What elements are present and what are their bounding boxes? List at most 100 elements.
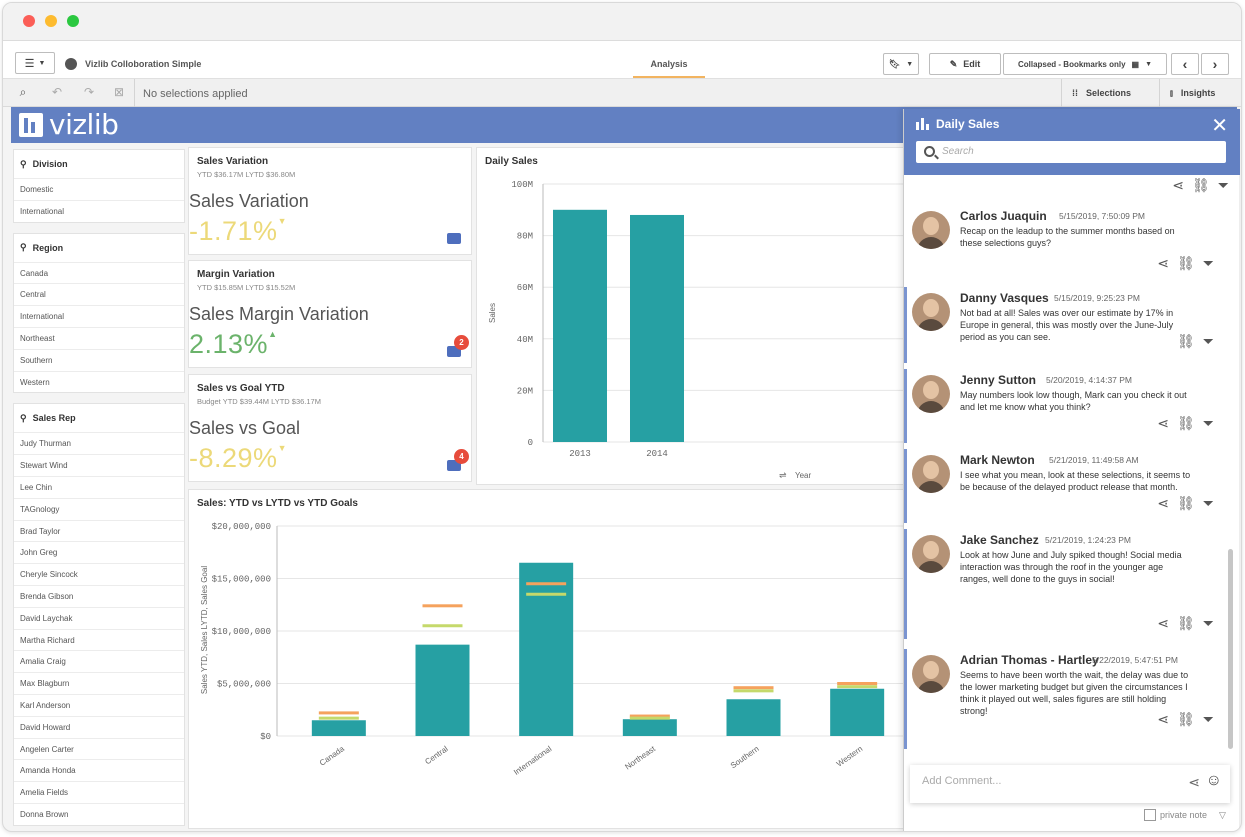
vizlib-logo-mark: [19, 113, 43, 137]
list-item[interactable]: Cheryle Sincock: [14, 563, 184, 585]
share-icon[interactable]: ⋖: [1157, 495, 1170, 511]
list-item[interactable]: TAGnology: [14, 497, 184, 520]
y-tick-label: 0: [528, 438, 533, 448]
list-item[interactable]: Domestic: [14, 178, 184, 200]
link-icon[interactable]: ⛓: [1177, 495, 1195, 511]
share-icon[interactable]: ⋖: [1157, 255, 1170, 271]
private-note-toggle[interactable]: private note ▽: [1144, 809, 1226, 821]
bar-sales-ytd: [415, 644, 470, 736]
bar-sales-ytd: [311, 720, 366, 736]
share-icon[interactable]: ⋖: [1157, 711, 1170, 727]
comment-text: May numbers look low though, Mark can yo…: [960, 390, 1187, 412]
list-item[interactable]: Donna Brown: [14, 802, 184, 825]
smart-search-icon[interactable]: ⌕: [19, 85, 27, 99]
filter-icon[interactable]: ▽: [1219, 809, 1226, 820]
marker-sales-goal: [526, 592, 567, 596]
list-item[interactable]: Judy Thurman: [14, 432, 184, 454]
top-toolbar: ☰ ▼ Vizlib Colloboration Simple Analysis…: [3, 41, 1241, 79]
list-item[interactable]: Max Blagburn: [14, 672, 184, 694]
comment-icon[interactable]: [447, 233, 461, 244]
comment-icon[interactable]: [447, 346, 461, 357]
link-icon[interactable]: ⛓: [1177, 615, 1195, 631]
insights-button[interactable]: ⫾ Insights: [1159, 79, 1241, 107]
list-item[interactable]: David Laychak: [14, 606, 184, 629]
ytd-sales-panel[interactable]: Sales: YTD vs LYTD vs YTD Goals $0 $5,000…: [188, 489, 936, 829]
add-comment-field[interactable]: Add Comment... ⋖ ☺: [910, 765, 1230, 803]
comment-item[interactable]: Adrian Thomas - Hartley 5/22/2019, 5:47:5…: [904, 649, 1224, 749]
close-icon[interactable]: ✕: [1211, 115, 1228, 137]
step-forward-icon[interactable]: ↷: [83, 85, 95, 99]
maximize-window-button[interactable]: [67, 15, 79, 27]
selections-label: Selections: [1086, 88, 1132, 98]
list-item[interactable]: International: [14, 199, 184, 222]
comment-item[interactable]: Jake Sanchez 5/21/2019, 1:24:23 PM Look at…: [904, 529, 1224, 639]
list-item[interactable]: Northeast: [14, 326, 184, 349]
sales-rep-filter[interactable]: ⚲ Sales Rep Judy Thurman Stewart Wind Lee C…: [13, 403, 185, 826]
comment-item[interactable]: Danny Vasques 5/15/2019, 9:25:23 PM Not ba…: [904, 287, 1224, 363]
list-item[interactable]: Central: [14, 283, 184, 305]
clear-selections-icon[interactable]: ⊠: [113, 85, 125, 99]
kpi-sales-vs-goal[interactable]: Sales vs Goal YTD Budget YTD $39.44M LYT…: [188, 374, 472, 482]
filter-apply-icon[interactable]: ⏷: [1202, 255, 1214, 271]
search-input[interactable]: Search: [916, 141, 1226, 163]
comment-item[interactable]: Mark Newton 5/21/2019, 11:49:58 AM I see w…: [904, 449, 1224, 523]
list-item[interactable]: Amanda Honda: [14, 759, 184, 781]
comment-author: Jake Sanchez: [960, 533, 1039, 547]
next-sheet-button[interactable]: ›: [1201, 53, 1229, 75]
kpi-margin-variation[interactable]: Margin Variation YTD $15.85M LYTD $15.52…: [188, 260, 472, 368]
kpi-sales-variation[interactable]: Sales Variation YTD $36.17M LYTD $36.80M…: [188, 147, 472, 255]
link-icon[interactable]: ⛓: [1192, 177, 1210, 193]
division-filter[interactable]: ⚲ Division Domestic International: [13, 149, 185, 223]
list-item[interactable]: David Howard: [14, 715, 184, 738]
tab-analysis[interactable]: Analysis: [633, 52, 705, 78]
share-icon[interactable]: ⋖: [1172, 177, 1185, 193]
emoji-icon[interactable]: ☺: [1205, 772, 1222, 789]
comment-timestamp: 5/21/2019, 11:49:58 AM: [1049, 455, 1139, 465]
selections-button[interactable]: ⁞⁞ Selections: [1061, 79, 1157, 107]
chevron-right-icon: ›: [1212, 56, 1218, 72]
bookmark-mode-select[interactable]: Collapsed - Bookmarks only ▦ ▼: [1003, 53, 1167, 75]
list-item[interactable]: Western: [14, 370, 184, 393]
list-item[interactable]: Brenda Gibson: [14, 584, 184, 607]
list-item[interactable]: Karl Anderson: [14, 693, 184, 716]
link-icon[interactable]: ⛓: [1177, 711, 1195, 727]
list-item[interactable]: International: [14, 305, 184, 327]
share-icon[interactable]: ⋖: [1157, 615, 1170, 631]
bookmark-button[interactable]: 🔖︎ ▼: [883, 53, 919, 75]
region-filter[interactable]: ⚲ Region Canada Central International Nor…: [13, 232, 185, 394]
list-item[interactable]: John Greg: [14, 541, 184, 563]
filter-apply-icon[interactable]: ⏷: [1202, 495, 1214, 511]
list-item[interactable]: Southern: [14, 348, 184, 371]
comments-scrollbar[interactable]: [1228, 549, 1233, 749]
list-item[interactable]: Angelen Carter: [14, 737, 184, 760]
filter-apply-icon[interactable]: ⏷: [1217, 177, 1229, 193]
previous-sheet-button[interactable]: ‹: [1171, 53, 1199, 75]
list-item[interactable]: Martha Richard: [14, 628, 184, 651]
list-item[interactable]: Stewart Wind: [14, 454, 184, 476]
list-item[interactable]: Canada: [14, 261, 184, 284]
filter-apply-icon[interactable]: ⏷: [1202, 415, 1214, 431]
list-item[interactable]: Amalia Craig: [14, 650, 184, 672]
private-note-checkbox[interactable]: [1144, 809, 1156, 821]
link-icon[interactable]: ⛓: [1177, 415, 1195, 431]
comment-item[interactable]: Carlos Juaquin 5/15/2019, 7:50:09 PM Recap…: [904, 205, 1224, 277]
minimize-window-button[interactable]: [45, 15, 57, 27]
step-back-icon[interactable]: ↶: [51, 85, 63, 99]
menu-button[interactable]: ☰ ▼: [15, 52, 55, 74]
comment-item[interactable]: Jenny Sutton 5/20/2019, 4:14:37 PM May num…: [904, 369, 1224, 443]
comment-icon[interactable]: [447, 460, 461, 471]
link-icon[interactable]: ⛓: [1177, 255, 1195, 271]
filter-apply-icon[interactable]: ⏷: [1202, 615, 1214, 631]
link-icon[interactable]: ⛓: [1177, 333, 1195, 349]
filter-apply-icon[interactable]: ⏷: [1202, 711, 1214, 727]
list-item[interactable]: Brad Taylor: [14, 519, 184, 542]
list-item[interactable]: Lee Chin: [14, 475, 184, 498]
filter-apply-icon[interactable]: ⏷: [1202, 333, 1214, 349]
share-icon[interactable]: ⋖: [1157, 415, 1170, 431]
close-window-button[interactable]: [23, 15, 35, 27]
share-icon[interactable]: ⋖: [1188, 774, 1200, 790]
edit-button[interactable]: ✎ Edit: [929, 53, 1001, 75]
list-item[interactable]: Amelia Fields: [14, 781, 184, 803]
daily-sales-panel[interactable]: Daily Sales 0 20M 40M 60M 80M 100M 2013 2014 Sal…: [476, 147, 936, 485]
insights-panel: Daily Sales ✕ Search ⋖ ⛓ ⏷ Carlos Juaqui…: [903, 109, 1240, 831]
